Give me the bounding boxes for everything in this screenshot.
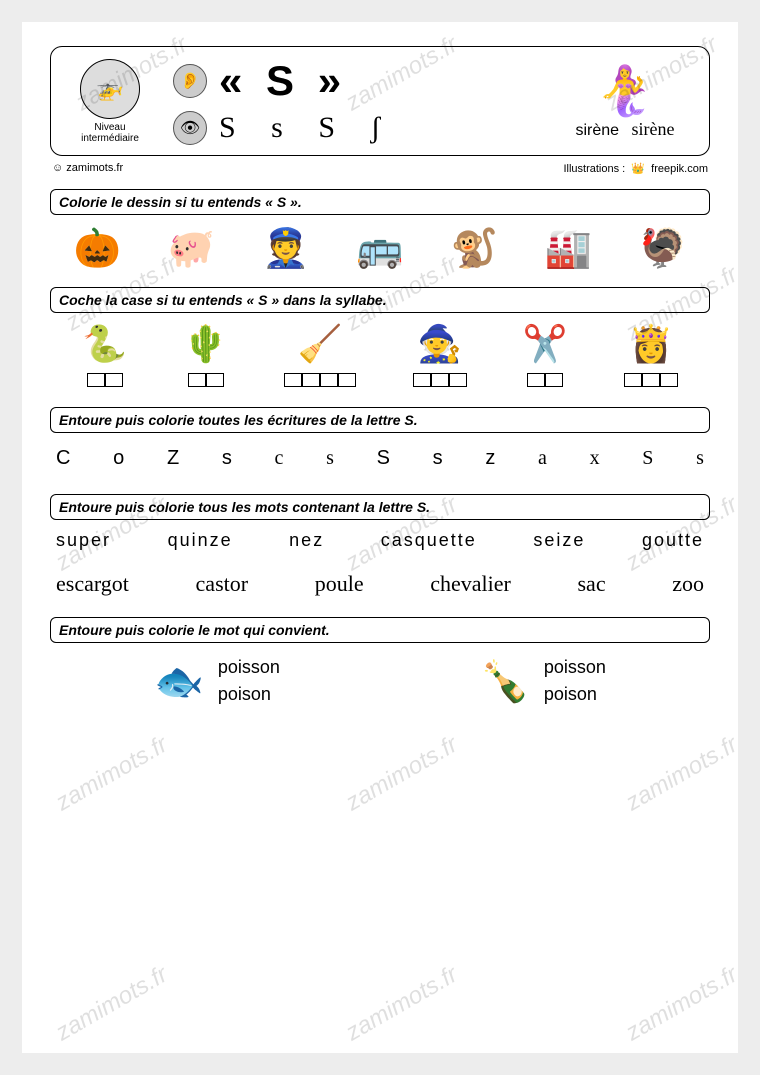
letter-option[interactable]: o — [113, 447, 124, 470]
ex4-instruction: Entoure puis colorie tous les mots conte… — [50, 494, 710, 520]
letter-option[interactable]: S — [642, 447, 653, 470]
ex2-item: 🧹 — [284, 323, 356, 387]
word-option[interactable]: quinze — [168, 530, 233, 551]
ex1-instruction: Colorie le dessin si tu entends « S ». — [50, 189, 710, 215]
ex5-item: 🍾 poisson poison — [480, 657, 606, 705]
ex5-image: 🐟 — [154, 658, 204, 705]
letter-block: 👂 « S » 👁 S s S ʃ — [173, 57, 537, 145]
syllable-boxes[interactable] — [624, 373, 678, 387]
ex5-image: 🍾 — [480, 658, 530, 705]
ex1-images: 🎃 🐖 👮 🚌 🐒 🏭 🦃 — [50, 215, 710, 277]
level-label: Niveau intermédiaire — [65, 122, 155, 144]
ex2-image: ✂️ — [523, 323, 568, 365]
word-option[interactable]: sac — [578, 571, 606, 597]
ex4-row2: escargot castor poule chevalier sac zoo — [50, 561, 710, 607]
word-option[interactable]: chevalier — [430, 571, 511, 597]
level-badge: 🚁 Niveau intermédiaire — [65, 59, 155, 144]
word-option[interactable]: super — [56, 530, 111, 551]
ex2-item: ✂️ — [523, 323, 568, 387]
word-option[interactable]: poule — [315, 571, 364, 597]
ear-row: 👂 « S » — [173, 57, 537, 105]
illustration-credit: Illustrations : 👑 freepik.com — [563, 162, 708, 175]
ex2-item: 🌵 — [183, 323, 228, 387]
word-option[interactable]: casquette — [381, 530, 477, 551]
word-choice[interactable]: poisson — [218, 657, 280, 678]
word-option[interactable]: zoo — [672, 571, 704, 597]
mermaid-icon: 🧜‍♀️ — [555, 62, 695, 119]
letter-option[interactable]: a — [538, 447, 547, 470]
credits-row: ☺ zamimots.fr Illustrations : 👑 freepik.… — [52, 162, 708, 175]
word-option[interactable]: seize — [533, 530, 585, 551]
letter-option[interactable]: s — [696, 447, 704, 470]
ex1-image[interactable]: 🏭 — [545, 227, 592, 271]
ex2-image: 🧹 — [298, 323, 343, 365]
ex3-letters: Co Zs c s Ss z a x Ss — [50, 433, 710, 484]
word-choice[interactable]: poisson — [544, 657, 606, 678]
word-option[interactable]: nez — [289, 530, 324, 551]
ex1-image[interactable]: 🐒 — [451, 227, 498, 271]
ex2-item: 🧙 — [413, 323, 467, 387]
keyword-print: sirène — [575, 122, 619, 139]
ex2-image: 👸 — [628, 323, 673, 365]
header-box: 🚁 Niveau intermédiaire 👂 « S » 👁 S s S ʃ… — [50, 46, 710, 156]
letter-option[interactable]: s — [222, 447, 232, 470]
syllable-boxes[interactable] — [413, 373, 467, 387]
site-credit: ☺ zamimots.fr — [52, 162, 123, 175]
ex1-image[interactable]: 👮 — [262, 227, 309, 271]
ex2-item: 🐍 — [82, 323, 127, 387]
level-icon: 🚁 — [80, 59, 140, 119]
ex1-image[interactable]: 🎃 — [73, 227, 120, 271]
letter-option[interactable]: x — [590, 447, 600, 470]
letter-option[interactable]: S — [377, 447, 390, 470]
letter-option[interactable]: c — [275, 447, 284, 470]
ex2-item: 👸 — [624, 323, 678, 387]
ex4-row1: super quinze nez casquette seize goutte — [50, 520, 710, 561]
syllable-boxes[interactable] — [188, 373, 224, 387]
ear-icon: 👂 — [173, 64, 207, 98]
letter-forms: S s S ʃ — [219, 111, 395, 145]
ex5-instruction: Entoure puis colorie le mot qui convient… — [50, 617, 710, 643]
ex5-item: 🐟 poisson poison — [154, 657, 280, 705]
letter-option[interactable]: s — [326, 447, 334, 470]
ex3-instruction: Entoure puis colorie toutes les écriture… — [50, 407, 710, 433]
word-option[interactable]: escargot — [56, 571, 129, 597]
worksheet-page: 🚁 Niveau intermédiaire 👂 « S » 👁 S s S ʃ… — [22, 22, 738, 1053]
keyword-cursive: sirène — [632, 119, 675, 139]
eye-icon: 👁 — [173, 111, 207, 145]
word-choice[interactable]: poison — [218, 684, 280, 705]
ex2-instruction: Coche la case si tu entends « S » dans l… — [50, 287, 710, 313]
word-option[interactable]: castor — [196, 571, 249, 597]
syllable-boxes[interactable] — [284, 373, 356, 387]
letter-option[interactable]: s — [433, 447, 443, 470]
ex5-row: 🐟 poisson poison 🍾 poisson poison — [50, 643, 710, 719]
ex1-image[interactable]: 🦃 — [639, 227, 686, 271]
ex1-image[interactable]: 🚌 — [356, 227, 403, 271]
keyword-labels: sirène sirène — [555, 119, 695, 140]
syllable-boxes[interactable] — [527, 373, 563, 387]
eye-row: 👁 S s S ʃ — [173, 111, 537, 145]
letter-option[interactable]: z — [485, 447, 495, 470]
word-choice[interactable]: poison — [544, 684, 606, 705]
letter-option[interactable]: C — [56, 447, 70, 470]
ex2-image: 🧙 — [417, 323, 462, 365]
syllable-boxes[interactable] — [87, 373, 123, 387]
sound-label: « S » — [219, 57, 347, 105]
ex1-image[interactable]: 🐖 — [168, 227, 215, 271]
keyword-block: 🧜‍♀️ sirène sirène — [555, 62, 695, 140]
ex2-image: 🌵 — [183, 323, 228, 365]
letter-option[interactable]: Z — [167, 447, 179, 470]
ex2-image: 🐍 — [82, 323, 127, 365]
word-option[interactable]: goutte — [642, 530, 704, 551]
ex2-row: 🐍 🌵 🧹 🧙 ✂️ 👸 — [50, 313, 710, 397]
